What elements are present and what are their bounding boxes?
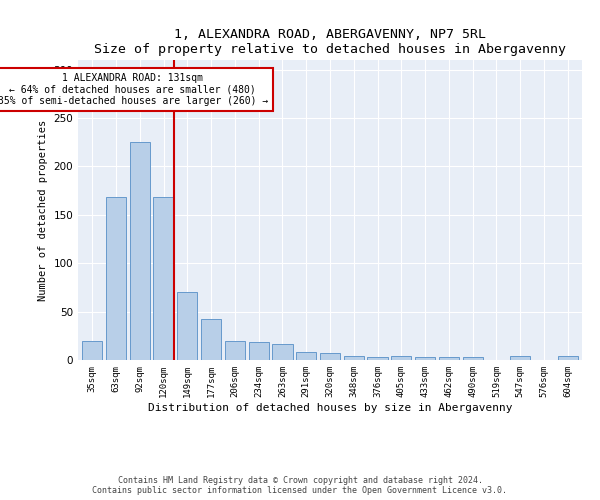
- Bar: [391, 356, 412, 360]
- Bar: [272, 344, 293, 360]
- Bar: [415, 357, 435, 360]
- Y-axis label: Number of detached properties: Number of detached properties: [38, 120, 48, 300]
- Bar: [367, 357, 388, 360]
- Bar: [130, 142, 150, 360]
- Bar: [344, 356, 364, 360]
- Bar: [557, 356, 578, 360]
- Text: Contains HM Land Registry data © Crown copyright and database right 2024.
Contai: Contains HM Land Registry data © Crown c…: [92, 476, 508, 495]
- Bar: [106, 198, 126, 360]
- Title: 1, ALEXANDRA ROAD, ABERGAVENNY, NP7 5RL
Size of property relative to detached ho: 1, ALEXANDRA ROAD, ABERGAVENNY, NP7 5RL …: [94, 28, 566, 56]
- Text: 1 ALEXANDRA ROAD: 131sqm
← 64% of detached houses are smaller (480)
35% of semi-: 1 ALEXANDRA ROAD: 131sqm ← 64% of detach…: [0, 72, 268, 106]
- Bar: [463, 357, 483, 360]
- Bar: [225, 340, 245, 360]
- Bar: [248, 342, 269, 360]
- Bar: [201, 320, 221, 360]
- Bar: [154, 198, 173, 360]
- Bar: [296, 352, 316, 360]
- X-axis label: Distribution of detached houses by size in Abergavenny: Distribution of detached houses by size …: [148, 402, 512, 412]
- Bar: [177, 292, 197, 360]
- Bar: [320, 353, 340, 360]
- Bar: [439, 357, 459, 360]
- Bar: [82, 340, 103, 360]
- Bar: [510, 356, 530, 360]
